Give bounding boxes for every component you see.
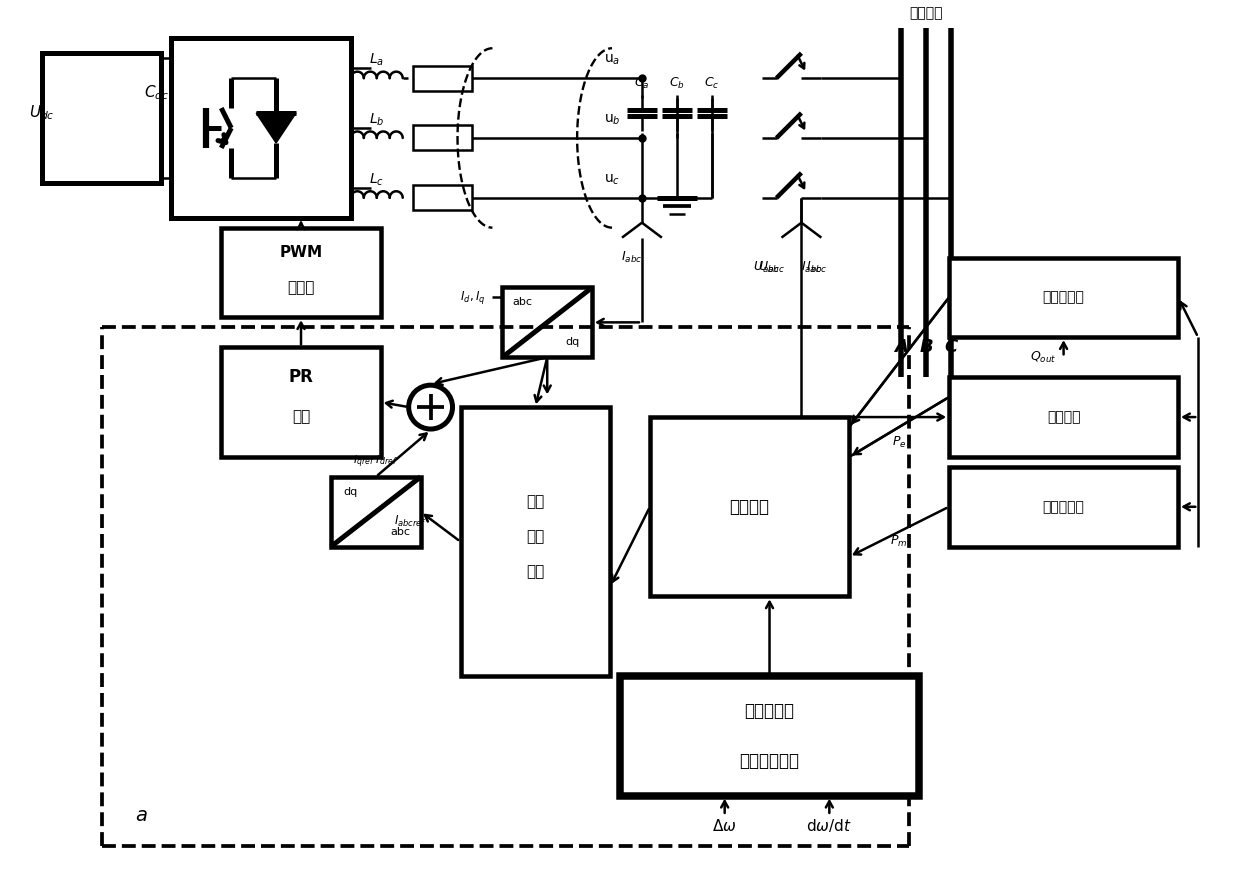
Text: 电流: 电流 [526,529,544,545]
Text: $U_{abc}$: $U_{abc}$ [758,260,785,275]
Text: $I_{qref}$ $I_{dref}$: $I_{qref}$ $I_{dref}$ [353,453,398,470]
Text: 功率检测: 功率检测 [1047,410,1080,424]
Text: $C_c$: $C_c$ [704,75,719,90]
Text: B: B [919,339,932,356]
Text: 公共母线: 公共母线 [909,6,942,20]
Text: $L_c$: $L_c$ [370,172,384,188]
Bar [620,676,919,795]
Text: $P_e$: $P_e$ [892,434,906,450]
Text: $I_{abc}$: $I_{abc}$ [621,250,642,265]
Text: $U_{dc}$: $U_{dc}$ [29,103,55,123]
Text: $I_d, I_q$: $I_d, I_q$ [460,289,485,306]
Bar [413,185,472,210]
Bar [413,66,472,90]
Text: $C_{dc}$: $C_{dc}$ [144,83,169,103]
Text: 控制: 控制 [291,410,310,424]
Bar [221,228,381,317]
Polygon shape [257,113,296,143]
Text: u$_b$: u$_b$ [604,113,620,127]
Bar [331,477,420,546]
Text: abc: abc [512,297,532,308]
Bar [221,347,381,457]
Bar [460,407,610,676]
Text: $C_b$: $C_b$ [668,75,684,90]
Bar [502,288,591,357]
Text: 方程: 方程 [526,564,544,579]
Bar [949,258,1178,338]
Text: 自适应惯量: 自适应惯量 [744,702,795,720]
Bar [949,467,1178,546]
Text: dq: dq [565,338,579,347]
Text: u$_c$: u$_c$ [604,173,620,187]
Text: 虚拟励磁机: 虚拟励磁机 [1043,290,1085,304]
Bar [171,39,351,217]
Text: dq: dq [343,487,358,497]
Text: $L_b$: $L_b$ [370,111,384,128]
Text: 发生器: 发生器 [288,280,315,295]
Text: $Q_{out}$: $Q_{out}$ [1030,350,1056,365]
Text: PWM: PWM [279,245,322,260]
Text: PR: PR [289,368,314,386]
Text: d$\omega$/d$t$: d$\omega$/d$t$ [806,817,852,834]
Bar [650,417,849,596]
Text: abc: abc [391,527,410,537]
Text: $I_{abc}$: $I_{abc}$ [806,260,827,275]
Text: $I_{abcref}$: $I_{abcref}$ [394,514,427,530]
Text: $I_{abc}$: $I_{abc}$ [801,260,822,275]
Text: 阻尼综合控制: 阻尼综合控制 [739,752,800,770]
Bar [42,53,161,182]
Text: $C_a$: $C_a$ [634,75,650,90]
Text: C: C [945,339,957,356]
Text: 定子: 定子 [526,495,544,510]
Bar [949,377,1178,457]
Text: A: A [894,339,908,356]
Text: 本体算法: 本体算法 [729,498,770,516]
Text: $\Delta\omega$: $\Delta\omega$ [713,817,737,834]
Text: $P_m$: $P_m$ [890,534,908,549]
Text: $L_a$: $L_a$ [370,52,384,68]
Text: 虚拟调速器: 虚拟调速器 [1043,500,1085,514]
Text: u$_a$: u$_a$ [604,53,620,68]
Text: a: a [135,806,148,825]
Bar [413,125,472,151]
Text: $U_{abc}$: $U_{abc}$ [753,260,780,275]
